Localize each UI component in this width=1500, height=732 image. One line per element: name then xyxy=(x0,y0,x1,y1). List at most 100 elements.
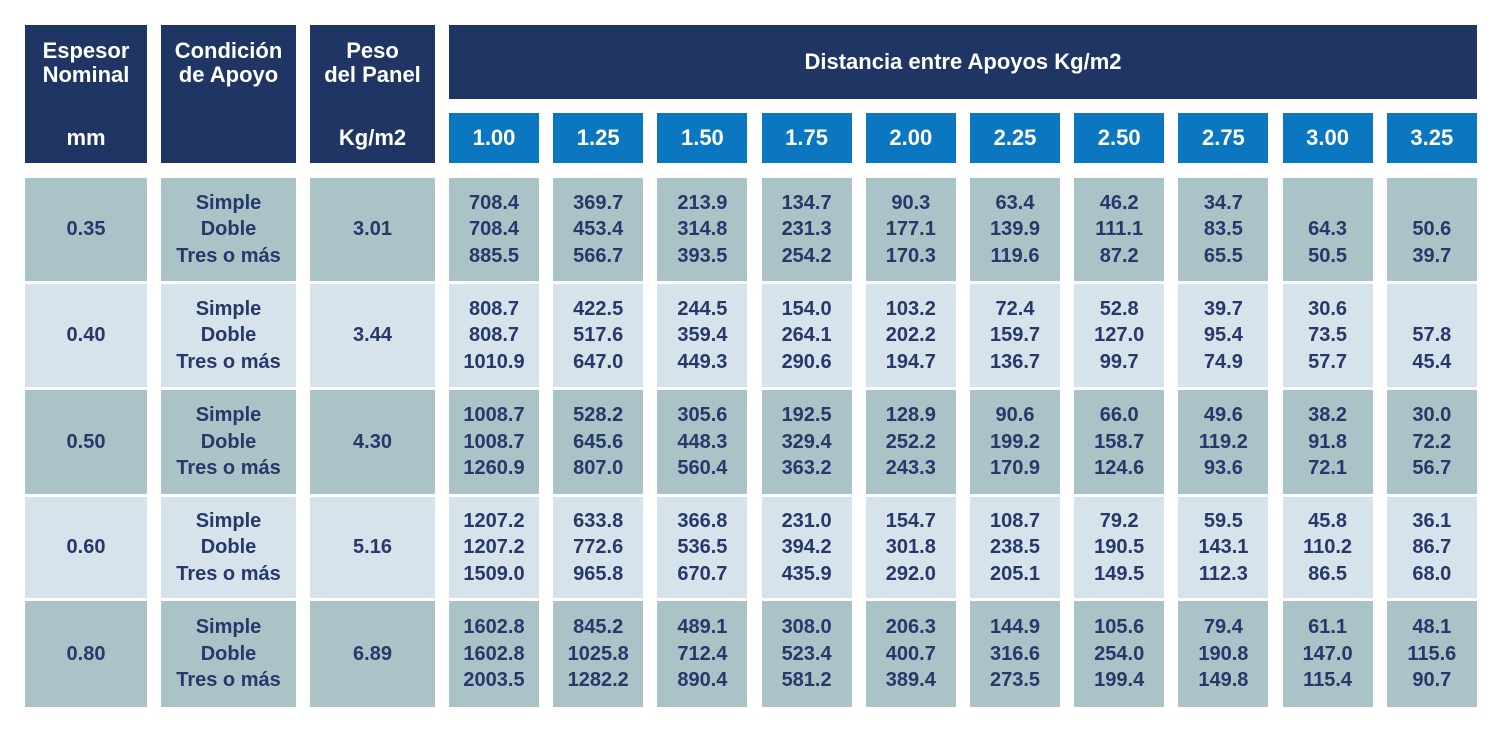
condition-label: Simple xyxy=(195,297,262,320)
value: 66.0 xyxy=(1099,404,1139,427)
value: 50.6 xyxy=(1412,218,1452,241)
value: 61.1 xyxy=(1308,616,1348,639)
peso-cell: 3.44 xyxy=(310,284,435,387)
value-cell: 36.1 86.7 68.0 xyxy=(1386,497,1477,598)
value: 536.5 xyxy=(677,536,728,559)
value: 190.5 xyxy=(1094,536,1145,559)
value: 48.1 xyxy=(1412,616,1452,639)
value: 65.5 xyxy=(1203,244,1243,267)
value: 1260.9 xyxy=(463,457,525,480)
value-cell: 1207.2 1207.2 1509.0 xyxy=(449,497,539,598)
value-cell: 79.2 190.5 149.5 xyxy=(1074,497,1165,598)
column-header: 1.75 xyxy=(761,113,852,163)
value: 177.1 xyxy=(885,218,936,241)
espesor-value: 0.50 xyxy=(66,430,106,453)
value: 115.4 xyxy=(1303,669,1353,692)
value-cell: 34.7 83.5 65.5 xyxy=(1178,178,1269,281)
condition-label: Simple xyxy=(195,191,262,214)
value-cell: 633.8 772.6 965.8 xyxy=(553,497,644,598)
value: 45.4 xyxy=(1412,350,1452,373)
espesor-cell: 0.40 xyxy=(25,284,147,387)
value: 90.7 xyxy=(1412,669,1452,692)
value-cell: 422.5 517.6 647.0 xyxy=(553,284,644,387)
value: 30.0 xyxy=(1412,404,1452,427)
value: 86.5 xyxy=(1308,562,1348,585)
value: 254.2 xyxy=(781,244,832,267)
value: 449.3 xyxy=(677,350,728,373)
value-cell: 489.1 712.4 890.4 xyxy=(657,601,748,707)
peso-cell: 6.89 xyxy=(310,601,435,707)
value: 86.7 xyxy=(1412,536,1452,559)
value: 194.7 xyxy=(885,350,936,373)
value: 560.4 xyxy=(677,457,728,480)
value-cell: 108.7 238.5 205.1 xyxy=(970,497,1060,598)
value: 79.4 xyxy=(1203,616,1243,639)
value: 1602.8 xyxy=(463,616,525,639)
peso-value: 3.01 xyxy=(353,218,392,241)
value: 435.9 xyxy=(781,562,832,585)
value: 213.9 xyxy=(677,191,728,214)
value: 890.4 xyxy=(677,669,728,692)
value-cell: 305.6 448.3 560.4 xyxy=(657,390,748,494)
value: 149.5 xyxy=(1094,562,1145,585)
value-cell: 1008.7 1008.7 1260.9 xyxy=(449,390,539,494)
value: 807.0 xyxy=(573,457,624,480)
value: 301.8 xyxy=(885,536,936,559)
value: 154.0 xyxy=(781,297,832,320)
value-cell: 213.9 314.8 393.5 xyxy=(657,178,748,281)
value: 244.5 xyxy=(677,297,728,320)
condition-label: Tres o más xyxy=(176,457,281,480)
column-label: 2.25 xyxy=(993,125,1037,150)
value: 143.1 xyxy=(1198,536,1249,559)
value: 59.5 xyxy=(1203,509,1243,532)
value: 389.4 xyxy=(885,669,936,692)
column-label: 3.25 xyxy=(1410,125,1454,150)
value: 329.4 xyxy=(781,430,832,453)
value-cell: 39.7 95.4 74.9 xyxy=(1178,284,1269,387)
peso-cell: 4.30 xyxy=(310,390,435,494)
value: 93.6 xyxy=(1203,457,1243,480)
condition-label: Doble xyxy=(200,642,257,665)
value: 159.7 xyxy=(989,324,1041,347)
column-label: 1.25 xyxy=(576,125,620,150)
value: 647.0 xyxy=(573,350,624,373)
column-label: 1.00 xyxy=(472,125,516,150)
value: 489.1 xyxy=(677,616,728,639)
column-header: 3.25 xyxy=(1386,113,1477,163)
column-label: 2.75 xyxy=(1201,125,1245,150)
value: 72.2 xyxy=(1412,430,1452,453)
value: 192.5 xyxy=(781,404,832,427)
value: 119.6 xyxy=(990,244,1040,267)
value: 199.4 xyxy=(1094,669,1145,692)
value-cell: 46.2 111.1 87.2 xyxy=(1074,178,1165,281)
condition-label: Tres o más xyxy=(176,562,281,585)
column-header: 2.50 xyxy=(1074,113,1165,163)
value-cell: 72.4 159.7 136.7 xyxy=(970,284,1060,387)
column-label: 2.50 xyxy=(1097,125,1141,150)
column-header: 1.25 xyxy=(553,113,644,163)
espesor-value: 0.35 xyxy=(66,218,106,241)
value: 202.2 xyxy=(885,324,936,347)
value: 30.6 xyxy=(1308,297,1348,320)
header-text: Espesor xyxy=(42,38,130,63)
value: 124.6 xyxy=(1094,457,1145,480)
value: 74.9 xyxy=(1203,350,1243,373)
value: 1282.2 xyxy=(567,669,629,692)
value: 36.1 xyxy=(1412,509,1452,532)
value: 523.4 xyxy=(781,642,832,665)
value: 453.4 xyxy=(573,218,624,241)
header-text: Peso xyxy=(346,38,399,63)
value: 254.0 xyxy=(1094,642,1145,665)
value: 394.2 xyxy=(781,536,832,559)
column-header: 2.75 xyxy=(1178,113,1269,163)
value: 206.3 xyxy=(885,616,936,639)
value-cell: 206.3 400.7 389.4 xyxy=(865,601,956,707)
condition-label: Simple xyxy=(195,616,262,639)
value-cell: 90.3 177.1 170.3 xyxy=(865,178,956,281)
header-cell: Peso del Panel Kg/m2 xyxy=(310,25,435,163)
column-header: 3.00 xyxy=(1282,113,1373,163)
value: 670.7 xyxy=(677,562,728,585)
condition-label: Tres o más xyxy=(176,669,281,692)
value-cell: 128.9 252.2 243.3 xyxy=(865,390,956,494)
